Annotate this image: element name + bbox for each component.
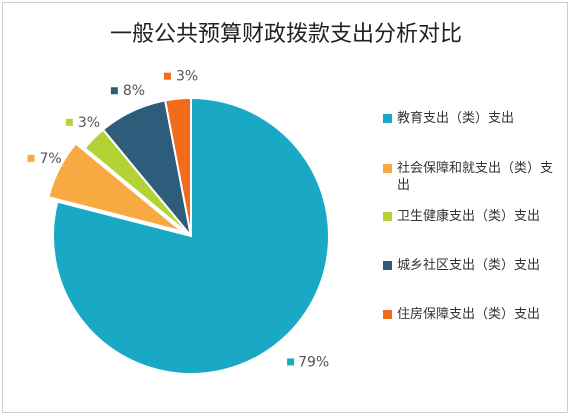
data-label-urban-rural: 8%: [110, 83, 145, 99]
data-label-text: 3%: [176, 69, 198, 85]
legend-label: 住房保障支出（类）支出: [397, 307, 541, 322]
legend-label: 社会保障和就支出（类）支出: [397, 161, 554, 193]
data-label-text: 3%: [78, 115, 100, 131]
legend-swatch: [383, 261, 392, 270]
chart-title: 一般公共预算财政拨款支出分析对比: [109, 22, 462, 47]
data-label-marker: [287, 358, 295, 366]
data-label-marker: [65, 118, 73, 126]
pie-slice-social-security: [47, 142, 183, 233]
data-label-text: 8%: [123, 83, 145, 99]
data-label-housing: 3%: [163, 69, 198, 85]
data-label-marker: [163, 72, 171, 80]
legend-label: 城乡社区支出（类）支出: [397, 258, 541, 273]
legend-label: 卫生健康支出（类）支出: [397, 209, 541, 224]
legend-swatch: [383, 114, 392, 123]
legend-label: 教育支出（类）支出: [397, 111, 515, 126]
legend-swatch: [383, 310, 392, 319]
legend-swatch: [383, 212, 392, 221]
data-label-education: 79%: [287, 354, 329, 370]
data-label-text: 79%: [298, 354, 329, 370]
data-label-marker: [27, 154, 35, 162]
pie-slice-housing: [163, 96, 192, 237]
data-label-health: 3%: [65, 115, 100, 131]
pie-data-labels: 79% 7% 3% 8% 3%: [27, 69, 329, 370]
pie-slices: [47, 96, 330, 375]
legend-swatch: [383, 164, 392, 173]
data-label-marker: [110, 87, 118, 95]
data-label-text: 7%: [40, 151, 62, 167]
data-label-social-security: 7%: [27, 151, 62, 167]
